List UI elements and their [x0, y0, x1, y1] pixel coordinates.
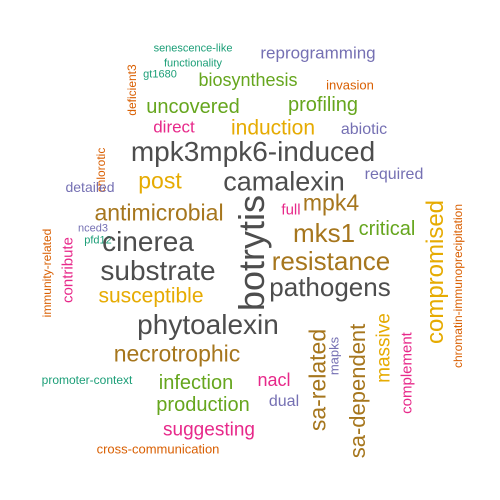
word-reprogramming: reprogramming — [260, 43, 376, 63]
word-contribute: contribute — [59, 237, 77, 303]
word-mpk3mpk6-induced: mpk3mpk6-induced — [130, 136, 376, 167]
word-sa-dependent: sa-dependent — [345, 323, 370, 459]
word-suggesting: suggesting — [163, 419, 255, 441]
word-abiotic: abiotic — [340, 121, 388, 138]
word-deficient3: deficient3 — [125, 64, 139, 116]
word-complement: complement — [398, 332, 416, 414]
word-infection: infection — [158, 372, 234, 394]
word-cross-communication: cross-communication — [96, 441, 220, 457]
word-dual: dual — [268, 393, 300, 410]
word-susceptible: susceptible — [98, 284, 204, 308]
word-antimicrobial: antimicrobial — [94, 199, 224, 226]
word-cinerea: cinerea — [102, 226, 194, 257]
word-necrotrophic: necrotrophic — [113, 340, 241, 367]
word-massive: massive — [373, 313, 395, 383]
word-critical: critical — [358, 218, 416, 240]
word-immunity-related: immunity-related — [40, 228, 54, 318]
word-full: full — [281, 201, 301, 219]
word-nacl: nacl — [257, 370, 291, 390]
word-gt1680: gt1680 — [143, 68, 177, 81]
word-botrytis: botrytis — [231, 194, 272, 312]
word-promoter-context: promoter-context — [41, 373, 133, 387]
word-required: required — [364, 166, 424, 183]
word-chromatin-immunoprecipitation: chromatin-immunoprecipitation — [451, 203, 465, 369]
word-functionality: functionality — [163, 57, 223, 70]
word-pfd12: pfd12 — [84, 234, 112, 247]
word-detailed: detailed — [65, 179, 115, 195]
word-camalexin: camalexin — [223, 166, 345, 197]
word-mapks: mapks — [326, 336, 342, 376]
word-biosynthesis: biosynthesis — [198, 70, 298, 90]
word-direct: direct — [153, 117, 195, 137]
word-profiling: profiling — [287, 94, 359, 116]
word-compromised: compromised — [422, 199, 449, 345]
word-post: post — [138, 167, 182, 194]
word-uncovered: uncovered — [146, 96, 240, 118]
word-mpk4: mpk4 — [302, 189, 360, 216]
word-invasion: invasion — [326, 77, 374, 93]
word-production: production — [156, 394, 250, 416]
word-senescence-like: senescence-like — [153, 42, 233, 55]
word-mks1: mks1 — [292, 218, 356, 248]
word-pathogens: pathogens — [269, 272, 391, 302]
word-induction: induction — [230, 116, 316, 140]
word-substrate: substrate — [100, 255, 216, 286]
word-nced3: nced3 — [78, 222, 108, 235]
word-resistance: resistance — [271, 246, 391, 276]
word-phytoalexin: phytoalexin — [137, 309, 279, 340]
